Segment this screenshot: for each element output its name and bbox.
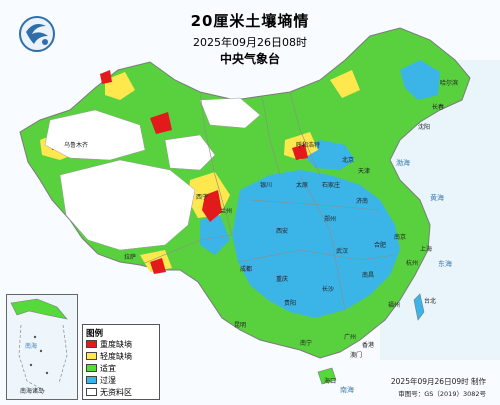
legend-swatch [86, 364, 97, 372]
city-label: 贵阳 [284, 300, 297, 307]
south-china-sea-inset: 南海 [6, 294, 78, 400]
city-label: 南宁 [300, 340, 313, 347]
city-label: 呼和浩特 [296, 142, 321, 149]
city-label: 北京 [342, 157, 355, 164]
city-label: 济南 [356, 198, 369, 205]
city-label: 郑州 [324, 216, 337, 223]
legend-swatch [86, 376, 97, 384]
city-label: 哈尔滨 [440, 80, 459, 87]
city-label: 兰州 [220, 208, 233, 215]
taiwan-island [413, 293, 425, 321]
city-label: 澳门 [350, 352, 363, 359]
legend-swatch [86, 352, 97, 360]
legend-label: 无资料区 [100, 387, 132, 397]
map-issuer: 中央气象台 [219, 52, 280, 66]
city-label: 拉萨 [124, 254, 137, 261]
issue-time: 2025年09月26日09时 制作 [390, 377, 486, 386]
legend-item: 重度缺墒 [86, 339, 132, 349]
city-label: 乌鲁木齐 [64, 142, 89, 149]
city-label: 石家庄 [322, 182, 341, 189]
map-legend: 图例 重度缺墒 轻度缺墒 适宜 过湿 无资料区 [82, 324, 160, 400]
legend-item: 无资料区 [86, 387, 132, 397]
legend-label: 适宜 [100, 363, 116, 373]
city-label: 西安 [276, 228, 289, 235]
inset-sea-label: 南海 [25, 343, 38, 350]
city-label: 广州 [344, 334, 357, 341]
legend-title: 图例 [86, 329, 104, 339]
legend-item: 轻度缺墒 [86, 351, 132, 361]
svg-text:东海: 东海 [438, 259, 452, 268]
city-label: 合肥 [374, 242, 387, 249]
city-label: 天津 [358, 168, 371, 175]
legend-swatch [86, 388, 97, 396]
city-label: 南京 [394, 234, 407, 241]
cma-logo-icon [19, 16, 55, 52]
city-label: 太原 [296, 182, 309, 189]
city-label: 上海 [420, 246, 433, 253]
city-label: 重庆 [276, 276, 289, 283]
city-label: 海口 [324, 378, 337, 385]
svg-text:南海: 南海 [340, 385, 354, 394]
city-label: 沈阳 [418, 124, 431, 131]
legend-item: 过湿 [86, 375, 116, 385]
city-label: 杭州 [406, 260, 419, 267]
city-label: 武汉 [336, 248, 349, 255]
legend-label: 过湿 [100, 375, 116, 385]
city-label: 香港 [362, 342, 375, 349]
city-label: 福州 [388, 302, 401, 309]
map-review-number: 审图号：GS（2019）3082号 [398, 390, 486, 398]
city-label: 银川 [260, 182, 273, 189]
city-label: 昆明 [234, 322, 247, 329]
hainan-island [317, 367, 337, 385]
city-label: 台北 [424, 298, 437, 305]
no-data-region [59, 159, 196, 251]
svg-text:渤海: 渤海 [396, 158, 410, 167]
city-label: 成都 [240, 266, 253, 273]
map-date: 2025年09月26日08时 [193, 36, 307, 49]
city-label: 西宁 [196, 194, 209, 201]
legend-item: 适宜 [86, 363, 116, 373]
city-label: 南昌 [362, 272, 375, 279]
legend-label: 重度缺墒 [100, 339, 132, 349]
inset-caption: 南海诸岛 [20, 388, 45, 395]
city-label: 长春 [432, 104, 445, 111]
legend-swatch [86, 340, 97, 348]
wet-region [232, 170, 400, 318]
legend-label: 轻度缺墒 [100, 351, 132, 361]
map-title: 20厘米土壤墒情 [190, 12, 310, 30]
city-label: 长沙 [322, 286, 335, 293]
svg-text:黄海: 黄海 [430, 193, 444, 202]
